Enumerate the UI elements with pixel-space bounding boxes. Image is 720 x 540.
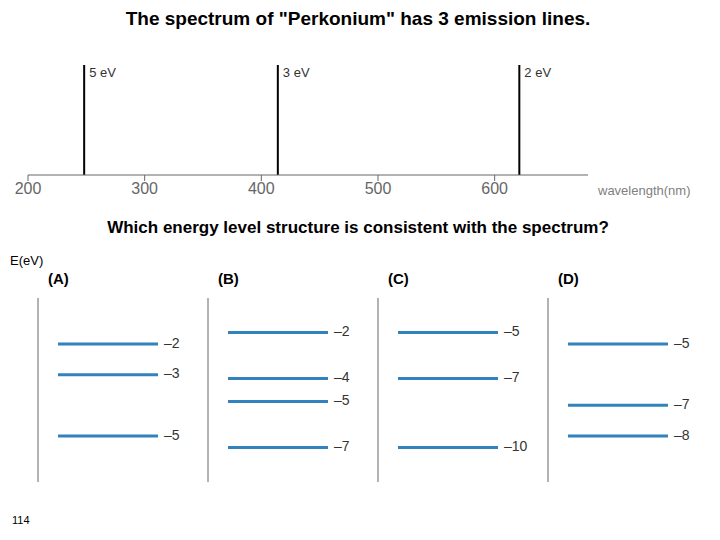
- svg-text:–5: –5: [674, 335, 690, 351]
- html-text:(B): (B): [218, 270, 239, 287]
- svg-text:5 eV: 5 eV: [89, 65, 116, 80]
- svg-text:400: 400: [248, 180, 275, 197]
- svg-text:wavelength(nm): wavelength(nm): [597, 183, 691, 198]
- svg-text:–5: –5: [164, 427, 180, 443]
- svg-text:–2: –2: [334, 323, 350, 339]
- html-text:114: 114: [12, 514, 30, 526]
- svg-text:–7: –7: [334, 438, 350, 454]
- html-text:The spectrum of "Perkonium" ha: The spectrum of "Perkonium" has 3 emissi…: [125, 8, 591, 29]
- svg-text:–7: –7: [504, 369, 520, 385]
- svg-text:–7: –7: [674, 396, 690, 412]
- html-text:(D): (D): [558, 270, 579, 287]
- svg-text:500: 500: [365, 180, 392, 197]
- svg-text:–8: –8: [674, 427, 690, 443]
- svg-text:–2: –2: [164, 335, 180, 351]
- html-text:Which energy level structure i: Which energy level structure is consiste…: [107, 218, 609, 237]
- svg-text:–10: –10: [504, 438, 528, 454]
- svg-text:2 eV: 2 eV: [524, 65, 551, 80]
- svg-text:300: 300: [131, 180, 158, 197]
- svg-text:–4: –4: [334, 369, 350, 385]
- svg-text:3 eV: 3 eV: [283, 65, 310, 80]
- svg-text:600: 600: [481, 180, 508, 197]
- html-text:(A): (A): [48, 270, 69, 287]
- html-text:(C): (C): [388, 270, 409, 287]
- svg-text:200: 200: [15, 180, 42, 197]
- svg-text:–5: –5: [504, 323, 520, 339]
- html-text:E(eV): E(eV): [10, 253, 44, 268]
- svg-text:–3: –3: [164, 365, 180, 381]
- svg-text:–5: –5: [334, 392, 350, 408]
